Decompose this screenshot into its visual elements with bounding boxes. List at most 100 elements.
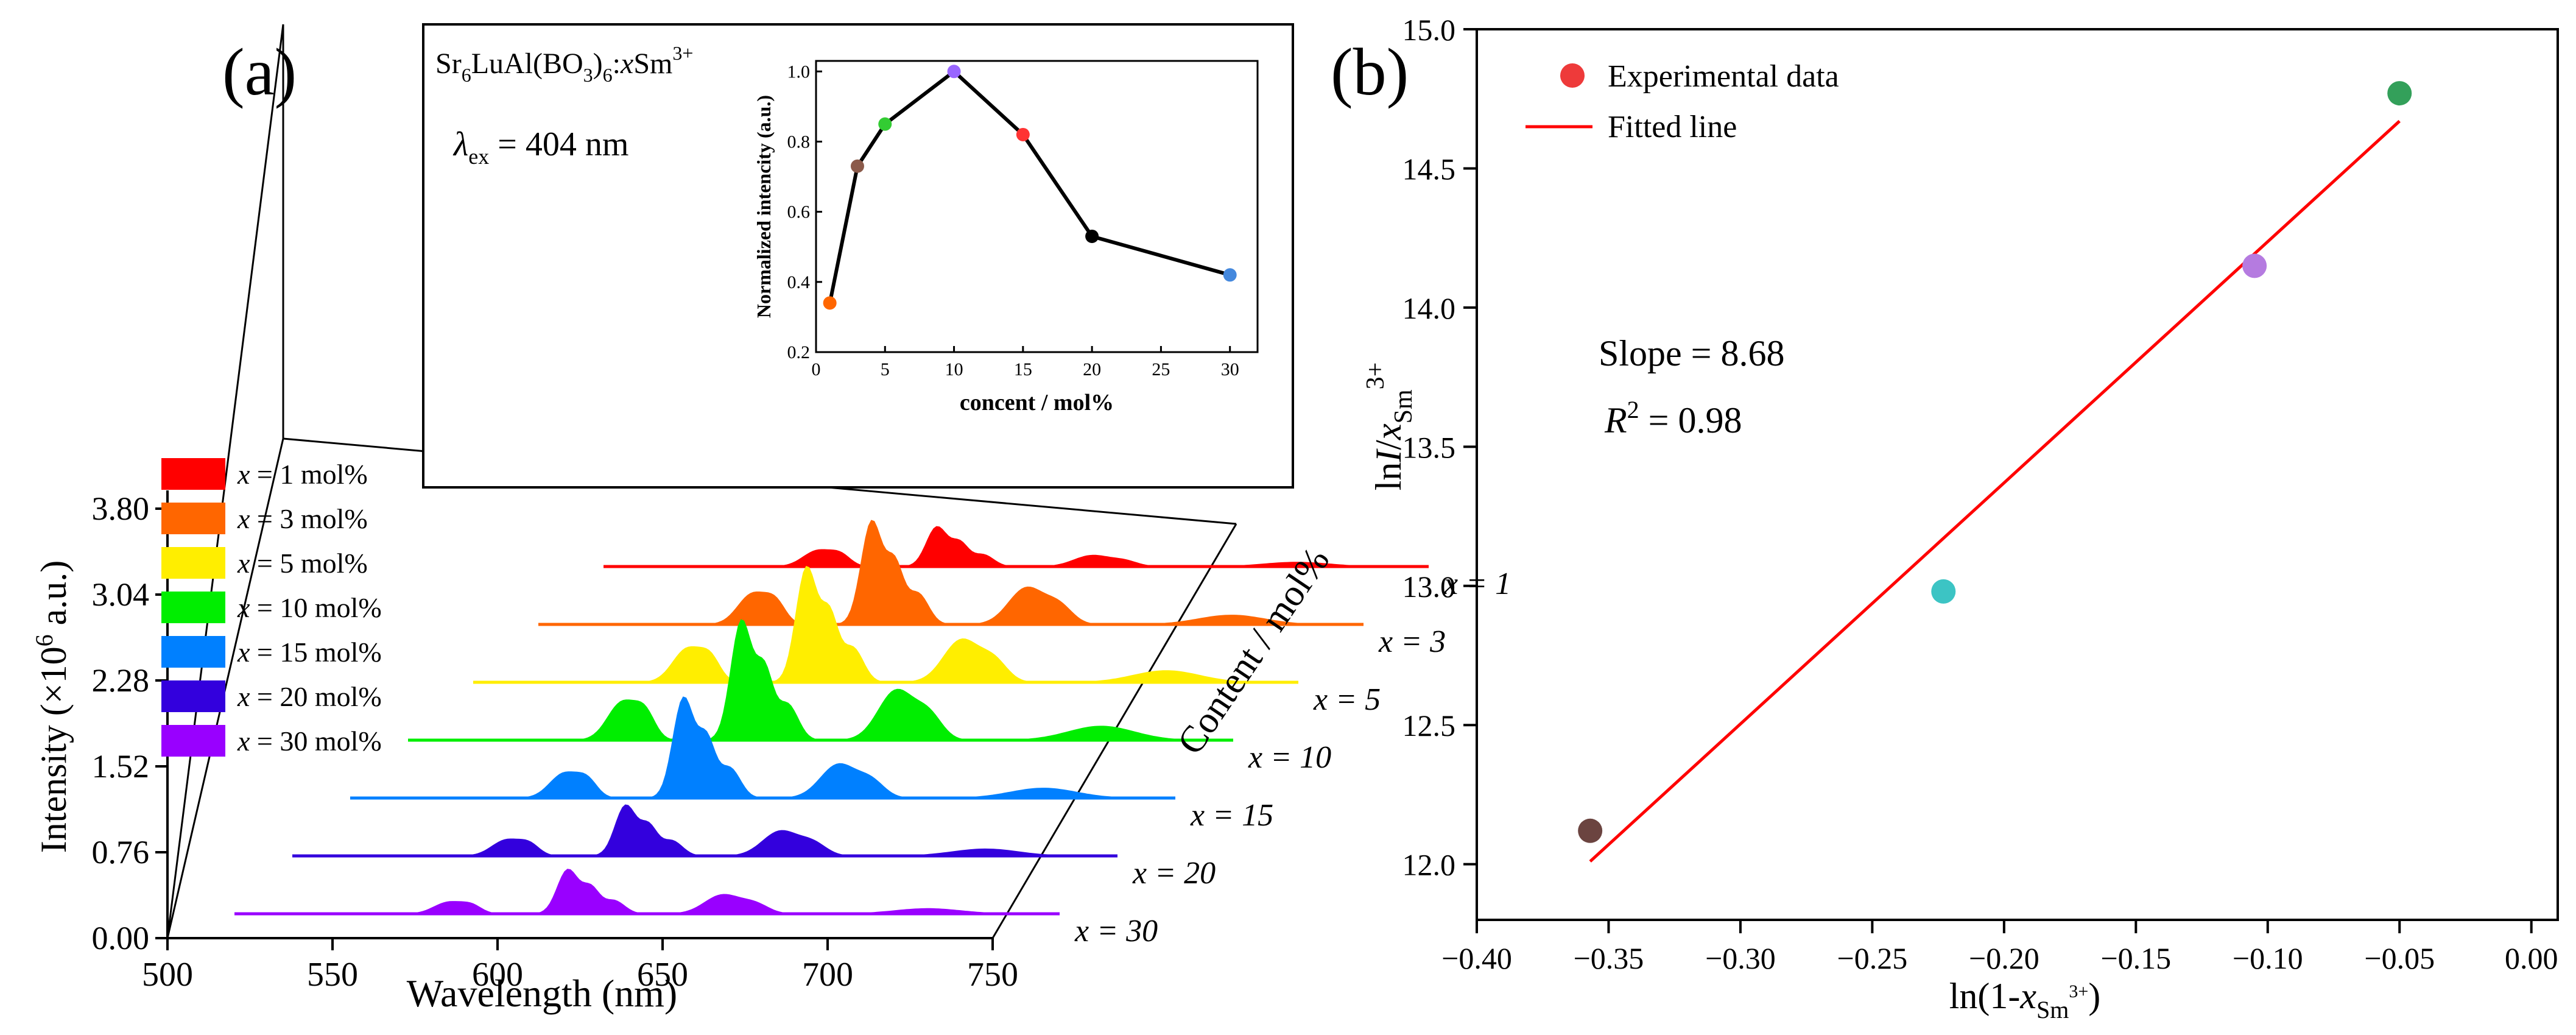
b-x-tick-label: −0.25 xyxy=(1837,941,1908,975)
legend-swatch-10 xyxy=(161,592,225,623)
inset-point xyxy=(850,159,864,173)
inset-x-tick-label: 10 xyxy=(945,359,963,380)
inset-x-axis-title: concent / mol% xyxy=(960,390,1114,415)
inset-point xyxy=(878,117,892,131)
spectrum-area-30 xyxy=(234,869,1060,914)
data-point xyxy=(1931,579,1956,604)
inset-x-tick-label: 5 xyxy=(881,359,890,380)
b-x-tick-label: −0.40 xyxy=(1441,941,1512,975)
legend-swatch-20 xyxy=(161,680,225,712)
inset-y-tick-label: 0.4 xyxy=(787,272,811,292)
depth-label-3: x = 3 xyxy=(1378,624,1446,659)
legend-fitted-label: Fitted line xyxy=(1608,110,1737,144)
inset-x-tick-label: 20 xyxy=(1083,359,1101,380)
spectrum-area-3 xyxy=(538,520,1364,625)
inset-excitation: λex = 404 nm xyxy=(452,125,628,169)
inset-x-tick-label: 15 xyxy=(1014,359,1032,380)
legend-label-10: x = 10 mol% xyxy=(237,592,382,623)
b-y-tick-label: 14.5 xyxy=(1402,152,1456,186)
b-x-tick-label: −0.20 xyxy=(1969,941,2039,975)
a-x-tick-label: 600 xyxy=(472,956,523,994)
b-x-tick-label: −0.15 xyxy=(2100,941,2171,975)
panel-b: (b) −0.40 −0.35 −0.30 −0.25 −0.20 −0.15 −0.10−… xyxy=(1331,13,2559,1023)
b-x-tick-label: −0.30 xyxy=(1705,941,1776,975)
inset-x-tick-label: 25 xyxy=(1152,359,1170,380)
a-y-tick-label: 2.28 xyxy=(92,662,150,699)
b-x-tick-label: −0.05 xyxy=(2364,941,2435,975)
inset-x-tick-label: 0 xyxy=(812,359,821,380)
inset-x-tick-label: 30 xyxy=(1221,359,1239,380)
inset-y-tick-label: 1.0 xyxy=(787,62,811,82)
b-x-tick-label: 0.00 xyxy=(2505,941,2558,975)
depth-label-5: x = 5 xyxy=(1313,682,1381,717)
inset-chart: 0 5 10 15 20 25 30 0.2 0.4 0.6 0.8 1.0 concent / mol… xyxy=(753,60,1259,415)
a-y-tick-label: 3.80 xyxy=(92,490,150,527)
data-point xyxy=(2387,81,2412,106)
a-y-tick-label: 1.52 xyxy=(92,748,150,785)
inset-y-tick-label: 0.8 xyxy=(787,132,811,152)
b-y-tick-label: 12.5 xyxy=(1402,708,1456,743)
inset-y-axis-title: Normalized intencity (a.u.) xyxy=(753,95,775,318)
depth-label-10: x = 10 xyxy=(1248,740,1331,775)
legend-label-15: x = 15 mol% xyxy=(237,637,382,668)
b-y-axis-title: lnI/xSm3+ xyxy=(1362,362,1418,491)
legend-label-3: x = 3 mol% xyxy=(237,503,368,534)
legend-label-1: x = 1 mol% xyxy=(237,459,368,490)
depth-label-15: x = 15 xyxy=(1190,798,1273,833)
spectrum-area-20 xyxy=(292,804,1117,857)
inset-box xyxy=(422,23,1294,489)
b-y-tick-label: 13.5 xyxy=(1402,430,1456,464)
slope-annotation: Slope = 8.68 xyxy=(1599,333,1785,373)
r-squared-annotation: R2 = 0.98 xyxy=(1604,396,1742,440)
b-y-tick-label: 12.0 xyxy=(1402,848,1456,882)
inset-point xyxy=(1223,268,1237,282)
legend-swatch-1 xyxy=(161,458,225,490)
inset-y-tick-label: 0.6 xyxy=(787,202,811,222)
a-y-tick-label: 3.04 xyxy=(92,576,150,613)
inset-point xyxy=(1016,127,1030,141)
b-x-tick-label: −0.10 xyxy=(2233,941,2303,975)
legend-swatch-5 xyxy=(161,547,225,579)
data-point xyxy=(1578,818,1603,843)
legend-label-20: x = 20 mol% xyxy=(237,681,382,712)
b-x-axis-title: ln(1-xSm3+) xyxy=(1949,976,2101,1023)
a-y-tick-label: 0.00 xyxy=(92,920,150,956)
a-x-tick-label: 650 xyxy=(637,956,688,994)
inset-sample-formula: Sr6LuAl(BO3)6:xSm3+ xyxy=(435,42,693,86)
a-x-tick-label: 500 xyxy=(142,956,193,994)
a-x-tick-label: 550 xyxy=(307,956,358,994)
a-y-tick-label: 0.76 xyxy=(92,834,150,871)
panel-a-label: (a) xyxy=(222,35,297,109)
legend-swatch-30 xyxy=(161,725,225,757)
inset-frame xyxy=(815,60,1259,353)
a-x-tick-label: 700 xyxy=(802,956,853,994)
a-x-axis-title: Wavelength (nm) xyxy=(407,972,677,1015)
spectra-stack: x = 1x = 3x = 5x = 10x = 15x = 20x = 305… xyxy=(92,24,1511,994)
depth-label-30: x = 30 xyxy=(1074,914,1158,948)
a-depth-axis-title: Content / mol% xyxy=(1169,540,1337,762)
a-y-axis-title: Intensity (×106 a.u.) xyxy=(30,560,74,853)
panel-b-label: (b) xyxy=(1331,35,1409,109)
data-point xyxy=(2242,253,2267,278)
panel-a: (a) x = 1x = 3x = 5x = 10x = 15x = 20x =… xyxy=(30,23,1511,1015)
inset-point xyxy=(947,65,961,79)
b-frame xyxy=(1476,28,2559,921)
b-y-tick-label: 14.0 xyxy=(1402,291,1456,325)
legend-a: x = 1 mol% x = 3 mol% x = 5 mol% x = 10 mol… xyxy=(161,458,382,757)
inset-point xyxy=(1085,229,1099,243)
b-x-tick-label: −0.35 xyxy=(1574,941,1644,975)
legend-experimental-marker xyxy=(1560,63,1585,88)
scatter-plot-b: −0.40 −0.35 −0.30 −0.25 −0.20 −0.15 −0.10 −0.05… xyxy=(1402,13,2559,975)
legend-label-5: x = 5 mol% xyxy=(237,548,368,579)
b-y-tick-label: 13.0 xyxy=(1402,570,1456,604)
b-y-tick-label: 15.0 xyxy=(1402,13,1456,47)
depth-label-20: x = 20 xyxy=(1132,856,1216,891)
legend-swatch-15 xyxy=(161,636,225,668)
fitted-line xyxy=(1589,119,2401,863)
legend-swatch-3 xyxy=(161,503,225,534)
legend-label-30: x = 30 mol% xyxy=(237,726,382,757)
a-x-tick-label: 750 xyxy=(967,956,1018,994)
inset-y-tick-label: 0.2 xyxy=(787,342,811,362)
legend-experimental-label: Experimental data xyxy=(1608,59,1839,94)
